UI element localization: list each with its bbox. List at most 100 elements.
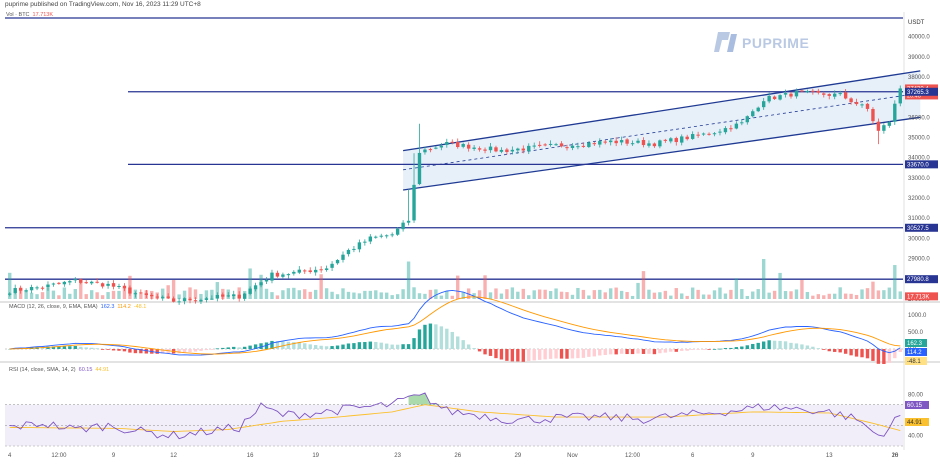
candle-body	[712, 133, 717, 135]
volume-bar	[292, 287, 296, 299]
macd-histogram-bar	[292, 342, 296, 349]
price-tag-label: 33670.0	[907, 162, 929, 168]
volume-bar	[860, 289, 864, 299]
volume-bar	[450, 295, 454, 299]
candle-body	[860, 104, 864, 106]
macd-histogram-bar	[581, 349, 586, 358]
candle-body	[718, 131, 722, 133]
candle-body	[182, 298, 187, 302]
candle-body	[35, 287, 39, 289]
volume-bar	[8, 272, 12, 299]
macd-tag-box	[905, 339, 927, 347]
candle-body	[215, 295, 220, 299]
candle-body	[838, 93, 842, 95]
macd-histogram-bar	[335, 345, 340, 349]
candle-body	[286, 274, 291, 276]
macd-series	[5, 289, 903, 364]
candle-body	[833, 93, 837, 97]
candle-body	[587, 142, 591, 147]
macd-histogram-bar	[210, 349, 214, 350]
candle-body	[445, 142, 449, 145]
macd-histogram-bar	[324, 346, 329, 349]
candle-body	[865, 103, 870, 109]
time-axis-label: 6	[691, 453, 695, 459]
macd-histogram-bar	[641, 349, 646, 354]
candle-body	[204, 298, 209, 300]
channel-lower-line	[403, 116, 921, 191]
volume-bar	[204, 290, 209, 299]
volume-bar	[882, 290, 886, 299]
volume-bar	[778, 272, 782, 299]
candle-body	[658, 140, 662, 147]
candle-body	[521, 148, 525, 151]
volume-bar	[313, 289, 318, 299]
volume-bar	[89, 290, 94, 299]
volume-bar	[794, 289, 799, 299]
macd-histogram-bar	[598, 349, 602, 356]
candle-body	[472, 147, 476, 149]
macd-histogram-bar	[554, 349, 558, 359]
candle-body	[122, 285, 127, 289]
volume-bar	[324, 288, 329, 299]
volume-bar	[434, 289, 438, 299]
macd-histogram-bar	[805, 345, 810, 349]
candle-body	[24, 290, 28, 292]
volume-bar	[761, 258, 766, 299]
candle-body	[663, 139, 668, 141]
macd-histogram-bar	[860, 349, 864, 358]
candle-body	[335, 259, 340, 264]
candle-body	[226, 295, 230, 297]
candle-body	[428, 149, 433, 151]
time-axis-label: Nov	[567, 453, 578, 459]
volume-bar	[62, 287, 67, 299]
macd-histogram-bar	[237, 347, 241, 349]
price-axis-label: 34000.0	[908, 156, 930, 162]
candle-body	[800, 90, 804, 92]
macd-histogram-bar	[122, 349, 127, 352]
macd-histogram-bar	[887, 349, 892, 363]
volume-bar	[685, 295, 689, 299]
macd-histogram-bar	[259, 343, 263, 349]
volume-bar	[554, 288, 558, 299]
candle-body	[434, 147, 438, 149]
candle-body	[57, 282, 61, 284]
volume-bar	[95, 292, 99, 299]
candle-body	[598, 141, 602, 145]
macd-histogram-bar	[253, 344, 258, 349]
macd-histogram-bar	[647, 349, 651, 354]
candle-body	[390, 234, 394, 236]
macd-legend-macd: 162.3	[100, 304, 115, 310]
candle-body	[237, 294, 241, 299]
candle-body	[630, 143, 635, 145]
volume-bar	[199, 293, 203, 299]
time-axis-label: 29	[514, 453, 521, 459]
macd-histogram-bar	[144, 349, 149, 354]
macd-histogram-bar	[680, 349, 684, 351]
volume-bar	[57, 295, 61, 299]
macd-histogram-bar	[412, 338, 416, 349]
macd-histogram-bar	[505, 349, 509, 361]
macd-histogram-bar	[133, 349, 138, 354]
volume-bar	[215, 282, 220, 299]
volume-bar	[751, 291, 755, 299]
volume-bar	[843, 293, 848, 299]
macd-histogram-bar	[89, 347, 94, 349]
candle-body	[155, 296, 159, 298]
volume-bar	[68, 293, 72, 299]
macd-histogram-bar	[587, 349, 591, 357]
price-axis-label: 36000.0	[908, 115, 930, 121]
volume-bar	[663, 290, 668, 299]
macd-histogram-bar	[712, 348, 717, 350]
candle-body	[581, 145, 586, 147]
volume-bar	[390, 295, 394, 299]
volume-bar	[253, 288, 258, 299]
macd-histogram-bar	[472, 347, 476, 349]
candle-body	[871, 109, 875, 122]
macd-histogram-bar	[488, 349, 493, 356]
volume-bar	[35, 294, 39, 299]
macd-histogram-bar	[385, 343, 389, 349]
candle-body	[395, 228, 400, 235]
candle-body	[406, 220, 411, 223]
